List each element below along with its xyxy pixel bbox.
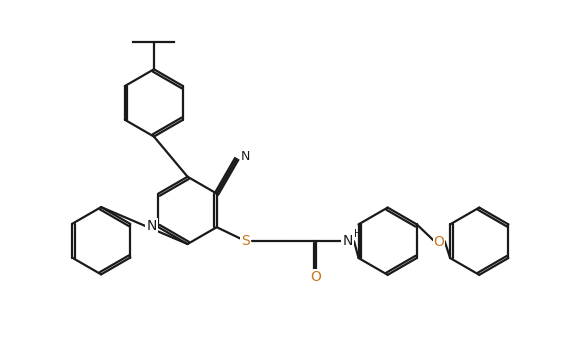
Text: N: N — [241, 150, 250, 163]
Text: H: H — [354, 229, 362, 239]
Text: O: O — [434, 235, 445, 249]
Text: S: S — [241, 234, 250, 248]
Text: N: N — [146, 219, 157, 233]
Text: O: O — [310, 270, 321, 284]
Text: N: N — [342, 234, 353, 248]
